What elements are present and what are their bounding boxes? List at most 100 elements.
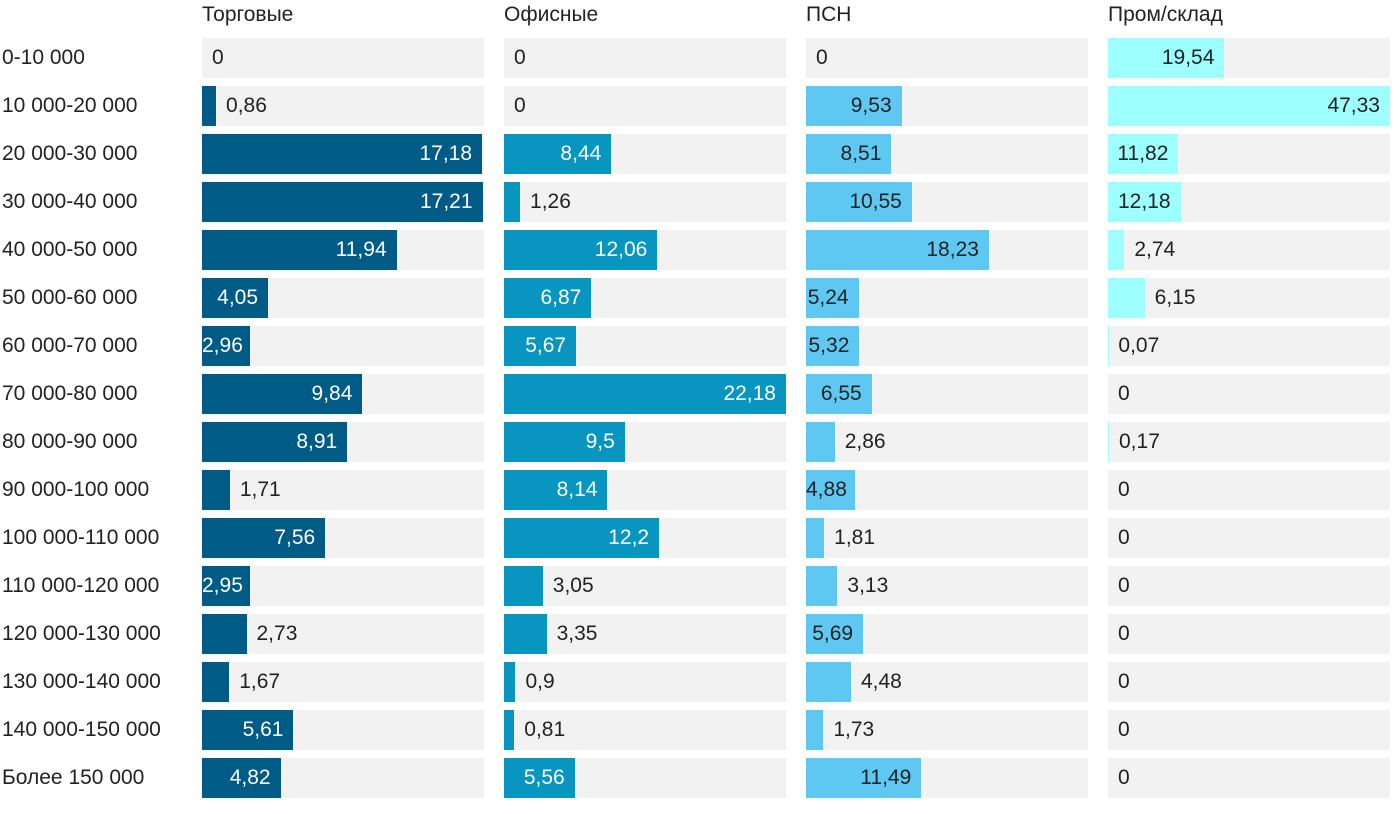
bar-track: 11,94 xyxy=(202,230,484,270)
bar-track: 3,35 xyxy=(504,614,786,654)
bar xyxy=(1108,134,1179,174)
bar-track: 9,5 xyxy=(504,422,786,462)
data-label: 12,18 xyxy=(1118,190,1171,213)
bar-track: 5,61 xyxy=(202,710,484,750)
bar-track: 0 xyxy=(1108,710,1390,750)
bar-track: 0,9 xyxy=(504,662,786,702)
series-title: Офисные xyxy=(504,3,599,26)
bar xyxy=(202,326,251,366)
bar xyxy=(806,182,912,222)
data-label: 9,53 xyxy=(850,94,892,117)
bar xyxy=(806,278,859,318)
data-label: 0,81 xyxy=(524,718,566,741)
bar-track: 7,56 xyxy=(202,518,484,558)
bar xyxy=(202,134,483,174)
data-label: 3,35 xyxy=(556,622,598,645)
bar xyxy=(806,134,892,174)
bar xyxy=(1108,422,1109,462)
data-label: 0,9 xyxy=(525,670,555,693)
bar-track: 47,33 xyxy=(1108,86,1390,126)
data-label: 22,18 xyxy=(723,382,776,405)
bar-track: 19,54 xyxy=(1108,38,1390,78)
bar-track: 17,21 xyxy=(202,182,484,222)
bar-track: 4,88 xyxy=(806,470,1088,510)
data-label: 0 xyxy=(212,46,224,69)
bar xyxy=(504,614,547,654)
bar xyxy=(202,470,230,510)
bar-track: 1,67 xyxy=(202,662,484,702)
bar xyxy=(504,182,521,222)
bar-track: 0 xyxy=(504,86,786,126)
bar xyxy=(806,422,835,462)
bar-track: 18,23 xyxy=(806,230,1088,270)
data-label: 6,15 xyxy=(1154,286,1196,309)
data-label: 3,13 xyxy=(847,574,889,597)
category-label: 0-10 000 xyxy=(2,46,85,69)
bar xyxy=(806,374,872,414)
data-label: 2,74 xyxy=(1134,238,1176,261)
data-label: 2,86 xyxy=(844,430,886,453)
bar xyxy=(504,518,660,558)
bar-track: 0,17 xyxy=(1108,422,1390,462)
data-label: 0 xyxy=(1118,526,1130,549)
bar xyxy=(806,710,824,750)
category-label: 30 000-40 000 xyxy=(2,190,138,213)
bar xyxy=(202,230,397,270)
data-label: 8,51 xyxy=(840,142,882,165)
data-label: 4,05 xyxy=(217,286,259,309)
category-label: 130 000-140 000 xyxy=(2,670,161,693)
bar-track: 0 xyxy=(1108,518,1390,558)
category-label: 10 000-20 000 xyxy=(2,94,138,117)
bar-track: 0 xyxy=(202,38,484,78)
series-title: ПСН xyxy=(806,3,852,26)
bar-track: 4,82 xyxy=(202,758,484,798)
data-label: 17,18 xyxy=(419,142,473,165)
bar xyxy=(806,86,902,126)
bar-track: 11,49 xyxy=(806,758,1088,798)
data-label: 0,17 xyxy=(1119,430,1160,453)
data-label: 19,54 xyxy=(1161,46,1215,69)
bar-track: 2,73 xyxy=(202,614,484,654)
bar xyxy=(504,278,592,318)
bar-track: 4,48 xyxy=(806,662,1088,702)
data-label: 0 xyxy=(1118,478,1130,501)
bar xyxy=(806,758,922,798)
bar xyxy=(806,662,851,702)
bar-track: 2,95 xyxy=(202,566,484,606)
category-label: 50 000-60 000 xyxy=(2,286,138,309)
data-label: 8,14 xyxy=(556,478,598,501)
bar-track: 1,26 xyxy=(504,182,786,222)
data-label: 10,55 xyxy=(849,190,902,213)
bar xyxy=(202,422,348,462)
data-label: 2,95 xyxy=(202,574,243,597)
data-label: 11,94 xyxy=(335,238,387,261)
bar-track: 0,86 xyxy=(202,86,484,126)
data-label: 1,67 xyxy=(239,670,281,693)
bar xyxy=(202,662,230,702)
data-label: 0 xyxy=(1118,766,1130,789)
data-label: 0 xyxy=(816,46,828,69)
bar-track: 6,87 xyxy=(504,278,786,318)
bar-track: 8,91 xyxy=(202,422,484,462)
data-label: 0 xyxy=(1118,382,1130,405)
bar-track: 1,81 xyxy=(806,518,1088,558)
data-label: 1,81 xyxy=(834,526,876,549)
bar xyxy=(504,326,577,366)
data-label: 2,96 xyxy=(202,334,243,357)
bar-track: 5,67 xyxy=(504,326,786,366)
series-title: Торговые xyxy=(202,3,294,26)
bar xyxy=(806,326,860,366)
data-label: 4,88 xyxy=(806,478,847,501)
series-title: Пром/склад xyxy=(1108,3,1223,26)
bar xyxy=(504,230,658,270)
category-label: 70 000-80 000 xyxy=(2,382,138,405)
data-label: 1,73 xyxy=(833,718,875,741)
bar-track: 8,44 xyxy=(504,134,786,174)
data-label: 0,86 xyxy=(226,94,267,117)
category-label: 80 000-90 000 xyxy=(2,430,138,453)
bar xyxy=(806,614,864,654)
data-label: 5,61 xyxy=(242,718,284,741)
bar xyxy=(504,662,516,702)
bar-track: 3,05 xyxy=(504,566,786,606)
